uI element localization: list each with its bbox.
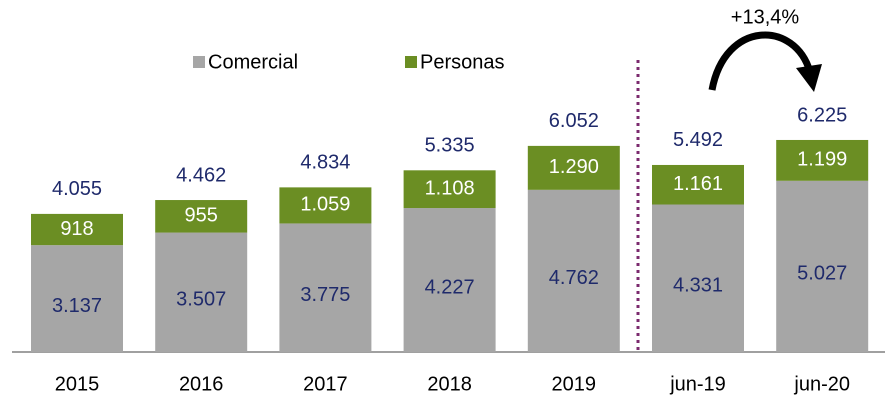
segment-label: 5.027 bbox=[797, 263, 847, 285]
legend-swatch bbox=[193, 56, 205, 68]
bar-segment bbox=[776, 139, 869, 181]
total-label: 5.492 bbox=[673, 129, 723, 151]
segment-label: 1.199 bbox=[797, 149, 847, 171]
x-tick-label: jun-19 bbox=[669, 373, 726, 395]
legend-label: Personas bbox=[420, 51, 505, 73]
legend-label: Comercial bbox=[208, 51, 298, 73]
bar-segment bbox=[403, 170, 496, 209]
bar-segment bbox=[403, 208, 496, 352]
segment-label: 4.762 bbox=[549, 267, 599, 289]
segment-label: 4.227 bbox=[425, 276, 475, 298]
segment-label: 1.059 bbox=[300, 194, 350, 216]
total-label: 6.052 bbox=[549, 110, 599, 132]
bar-segment bbox=[155, 232, 248, 352]
growth-arrow bbox=[708, 31, 814, 91]
total-label: 4.462 bbox=[176, 164, 226, 186]
total-label: 5.335 bbox=[425, 135, 475, 157]
growth-annotation: +13,4% bbox=[731, 6, 800, 28]
bar-segment bbox=[652, 164, 744, 205]
legend-swatch bbox=[405, 56, 417, 68]
total-label: 4.055 bbox=[52, 178, 102, 200]
segment-label: 4.331 bbox=[673, 275, 723, 297]
segment-label: 3.775 bbox=[300, 284, 350, 306]
segment-label: 1.290 bbox=[549, 156, 599, 178]
bar-segment bbox=[527, 145, 620, 190]
segment-label: 3.137 bbox=[52, 295, 102, 317]
bar-segment bbox=[527, 189, 620, 352]
segment-label: 1.108 bbox=[425, 177, 475, 199]
segment-label: 3.507 bbox=[176, 289, 226, 311]
segment-label: 1.161 bbox=[673, 173, 723, 195]
growth-arrowhead bbox=[796, 64, 822, 92]
x-tick-label: 2018 bbox=[427, 373, 472, 395]
total-label: 4.834 bbox=[300, 152, 350, 174]
total-label: 6.225 bbox=[797, 104, 847, 126]
bar-segment bbox=[279, 187, 372, 224]
segment-label: 918 bbox=[60, 218, 93, 240]
bar-segment bbox=[31, 245, 123, 352]
bar-segment bbox=[155, 200, 248, 233]
x-tick-label: 2016 bbox=[179, 373, 224, 395]
x-tick-label: jun-20 bbox=[793, 373, 850, 395]
bar-segment bbox=[31, 213, 123, 246]
x-tick-label: 2017 bbox=[303, 373, 348, 395]
segment-label: 955 bbox=[185, 205, 218, 227]
x-tick-label: 2015 bbox=[55, 373, 100, 395]
x-tick-label: 2019 bbox=[552, 373, 597, 395]
bar-segment bbox=[279, 223, 372, 352]
bar-segment bbox=[776, 180, 869, 352]
bar-segment bbox=[652, 204, 744, 352]
